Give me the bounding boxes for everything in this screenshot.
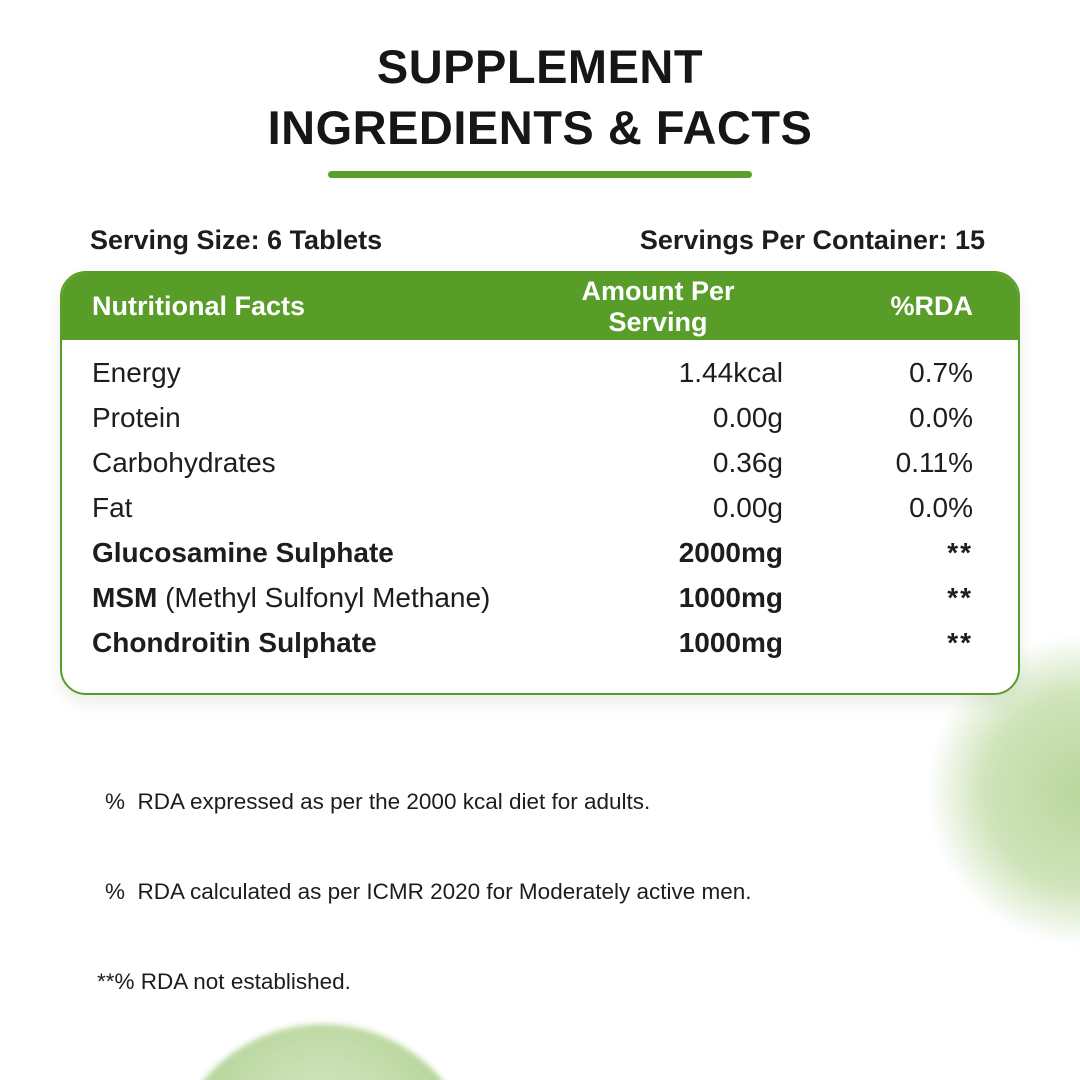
row-rda: ** bbox=[947, 581, 973, 613]
nutrition-facts-table: Nutritional Facts Amount Per Serving %RD… bbox=[60, 271, 1020, 695]
row-name-suffix: (Methyl Sulfonyl Methane) bbox=[157, 581, 491, 613]
footnote-2: % RDA calculated as per ICMR 2020 for Mo… bbox=[105, 879, 752, 904]
row-rda: 0.0% bbox=[909, 491, 973, 523]
row-amount: 0.00g bbox=[712, 491, 783, 523]
row-name: Glucosamine Sulphate bbox=[92, 536, 394, 568]
table-row-carbohydrates: Carbohydrates 0.36g 0.11% bbox=[62, 440, 1018, 485]
page-title-line1: SUPPLEMENT bbox=[376, 40, 704, 93]
row-rda: 0.7% bbox=[909, 356, 973, 388]
page-title-line2: INGREDIENTS & FACTS bbox=[267, 101, 813, 154]
header-rda: %RDA bbox=[890, 291, 973, 321]
table-row-glucosamine-sulphate: Glucosamine Sulphate 2000mg ** bbox=[62, 530, 1018, 575]
header-nutritional-facts: Nutritional Facts bbox=[92, 291, 306, 321]
row-amount: 1000mg bbox=[678, 626, 783, 658]
row-rda: ** bbox=[947, 536, 973, 568]
row-name: Energy bbox=[92, 356, 181, 388]
table-row-protein: Protein 0.00g 0.0% bbox=[62, 395, 1018, 440]
row-name: Protein bbox=[92, 401, 181, 433]
footnotes: % RDA expressed as per the 2000 kcal die… bbox=[97, 727, 1080, 1057]
servings-per-container-label: Servings Per Container: 15 bbox=[639, 225, 985, 255]
table-row-fat: Fat 0.00g 0.0% bbox=[62, 485, 1018, 530]
row-name-main: MSM bbox=[92, 581, 158, 613]
row-rda: 0.11% bbox=[895, 446, 973, 478]
table-body: Energy 1.44kcal 0.7% Protein 0.00g 0.0% … bbox=[62, 340, 1018, 693]
row-amount: 1000mg bbox=[678, 581, 783, 613]
row-amount: 2000mg bbox=[678, 536, 783, 568]
header-amount-per-serving: Amount Per Serving bbox=[581, 275, 735, 337]
row-rda: 0.0% bbox=[909, 401, 973, 433]
title-underline bbox=[328, 171, 752, 178]
serving-info: Serving Size: 6 Tablets Servings Per Con… bbox=[0, 225, 1080, 256]
footnote-1: % RDA expressed as per the 2000 kcal die… bbox=[105, 789, 651, 814]
row-rda: ** bbox=[947, 626, 973, 658]
row-name: Fat bbox=[92, 491, 133, 523]
row-name: Carbohydrates bbox=[92, 446, 276, 478]
footnote-3: **% RDA not established. bbox=[97, 969, 351, 994]
page-title: SUPPLEMENT INGREDIENTS & FACTS bbox=[0, 36, 1080, 158]
table-header: Nutritional Facts Amount Per Serving %RD… bbox=[62, 273, 1018, 340]
row-name: Chondroitin Sulphate bbox=[92, 626, 377, 658]
row-amount: 0.36g bbox=[712, 446, 783, 478]
table-row-energy: Energy 1.44kcal 0.7% bbox=[62, 350, 1018, 395]
serving-size-label: Serving Size: 6 Tablets bbox=[90, 225, 383, 255]
table-row-chondroitin-sulphate: Chondroitin Sulphate 1000mg ** bbox=[62, 620, 1018, 665]
row-amount: 0.00g bbox=[712, 401, 783, 433]
row-amount: 1.44kcal bbox=[678, 356, 783, 388]
row-name: MSM (Methyl Sulfonyl Methane) bbox=[92, 582, 533, 614]
table-row-msm: MSM (Methyl Sulfonyl Methane) 1000mg ** bbox=[62, 575, 1018, 620]
